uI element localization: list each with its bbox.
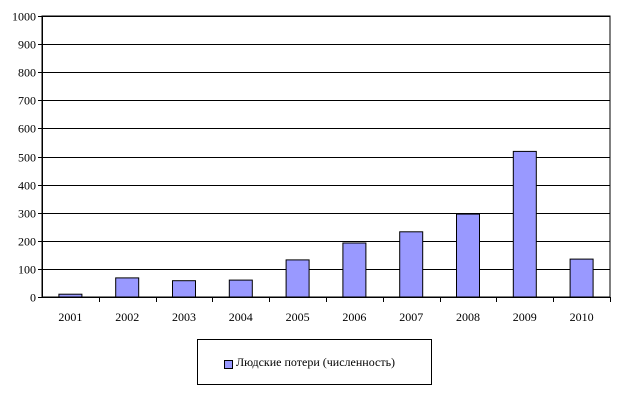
- legend: Людские потери (численность): [197, 339, 432, 385]
- x-tick-label: 2001: [58, 310, 82, 324]
- bar: [285, 259, 310, 298]
- x-tick-label: 2002: [115, 310, 139, 324]
- y-tick-label: 200: [18, 235, 36, 249]
- x-axis-tick-labels: 2001 2002 2003 2004 2005 2006 2007 2008 2009 2010: [58, 310, 593, 324]
- x-tick-label: 2009: [513, 310, 537, 324]
- bar: [512, 150, 537, 298]
- legend-swatch: [224, 360, 233, 369]
- y-tick-label: 600: [18, 122, 36, 136]
- x-tick-label: 2005: [286, 310, 310, 324]
- y-tick-label: 700: [18, 94, 36, 108]
- x-tick-label: 2006: [342, 310, 366, 324]
- x-tick-label: 2003: [172, 310, 196, 324]
- y-tick-label: 900: [18, 38, 36, 52]
- bars: [58, 150, 594, 298]
- y-tick-label: 1000: [12, 10, 36, 24]
- bar: [569, 258, 594, 298]
- x-tick-label: 2004: [229, 310, 253, 324]
- bar: [172, 280, 196, 298]
- axes: [38, 16, 611, 302]
- bar: [342, 242, 367, 298]
- y-tick-label: 0: [30, 291, 36, 305]
- y-axis-tick-labels: 0 100 200 300 400 500 600 700 800 900 1000: [12, 10, 36, 305]
- y-tick-label: 400: [18, 179, 36, 193]
- bar: [58, 293, 83, 298]
- bar: [456, 213, 480, 298]
- y-tick-label: 300: [18, 207, 36, 221]
- bar: [399, 231, 424, 298]
- bar: [228, 279, 253, 298]
- y-tick-label: 100: [18, 263, 36, 277]
- x-tick-label: 2007: [399, 310, 423, 324]
- x-tick-label: 2008: [456, 310, 480, 324]
- y-tick-label: 500: [18, 151, 36, 165]
- bar: [115, 277, 140, 298]
- x-tick-label: 2010: [570, 310, 594, 324]
- y-tick-label: 800: [18, 66, 36, 80]
- legend-label: Людские потери (численность): [236, 355, 396, 369]
